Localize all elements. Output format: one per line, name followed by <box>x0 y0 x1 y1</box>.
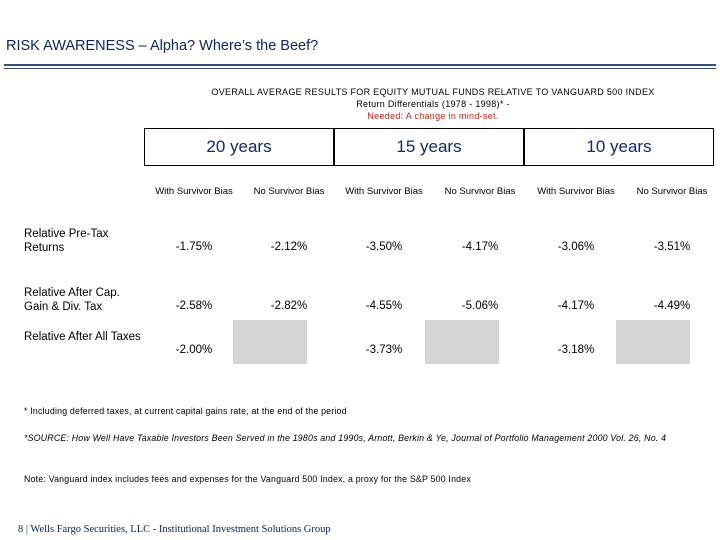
period-header-10-years: 10 years <box>524 128 714 166</box>
footnote-vanguard-note: Note: Vanguard index includes fees and e… <box>24 474 471 484</box>
table-cell: -5.06% <box>461 300 499 312</box>
table-cell: -4.55% <box>365 300 403 312</box>
page-footer: 8 | Wells Fargo Securities, LLC - Instit… <box>18 524 331 535</box>
empty-cell <box>616 320 690 364</box>
table-caption: OVERALL AVERAGE RESULTS FOR EQUITY MUTUA… <box>150 86 716 122</box>
empty-cell <box>425 320 499 364</box>
table-cell: -2.12% <box>270 241 308 253</box>
title-rule <box>4 64 716 66</box>
table-cell: -3.06% <box>557 241 595 253</box>
table-cell: -3.73% <box>365 344 403 356</box>
row-label-pre-tax: Relative Pre-Tax Returns <box>24 228 109 254</box>
footnote-deferred-taxes: * Including deferred taxes, at current c… <box>24 406 347 416</box>
table-cell: -2.00% <box>175 344 213 356</box>
table-cell: -3.51% <box>653 241 691 253</box>
table-cell: -4.17% <box>461 241 499 253</box>
caption-line-2: Return Differentials (1978 - 1998)* - <box>356 99 510 109</box>
period-header-20-years: 20 years <box>144 128 334 166</box>
table-cell: -4.49% <box>653 300 691 312</box>
table-cell: -2.82% <box>270 300 308 312</box>
col-header: No Survivor Bias <box>253 186 325 197</box>
col-header: With Survivor Bias <box>345 186 423 197</box>
table-cell: -3.50% <box>365 241 403 253</box>
page-title: RISK AWARENESS – Alpha? Where’s the Beef… <box>6 38 319 54</box>
col-header: With Survivor Bias <box>537 186 615 197</box>
empty-cell <box>233 320 307 364</box>
col-header: With Survivor Bias <box>155 186 233 197</box>
title-rule-thin <box>4 68 716 69</box>
table-cell: -1.75% <box>175 241 213 253</box>
row-label-after-all-taxes: Relative After All Taxes <box>24 331 141 343</box>
table-cell: -2.58% <box>175 300 213 312</box>
caption-line-1: OVERALL AVERAGE RESULTS FOR EQUITY MUTUA… <box>211 87 655 97</box>
table-cell: -3.18% <box>557 344 595 356</box>
col-header: No Survivor Bias <box>444 186 516 197</box>
row-label-after-cap-gain: Relative After Cap. Gain & Div. Tax <box>24 287 120 313</box>
col-header: No Survivor Bias <box>636 186 708 197</box>
table-cell: -4.17% <box>557 300 595 312</box>
caption-line-3: Needed: A change in mind-set. <box>367 111 499 121</box>
footnote-source: *SOURCE: How Well Have Taxable Investors… <box>24 433 667 443</box>
period-header-15-years: 15 years <box>334 128 524 166</box>
